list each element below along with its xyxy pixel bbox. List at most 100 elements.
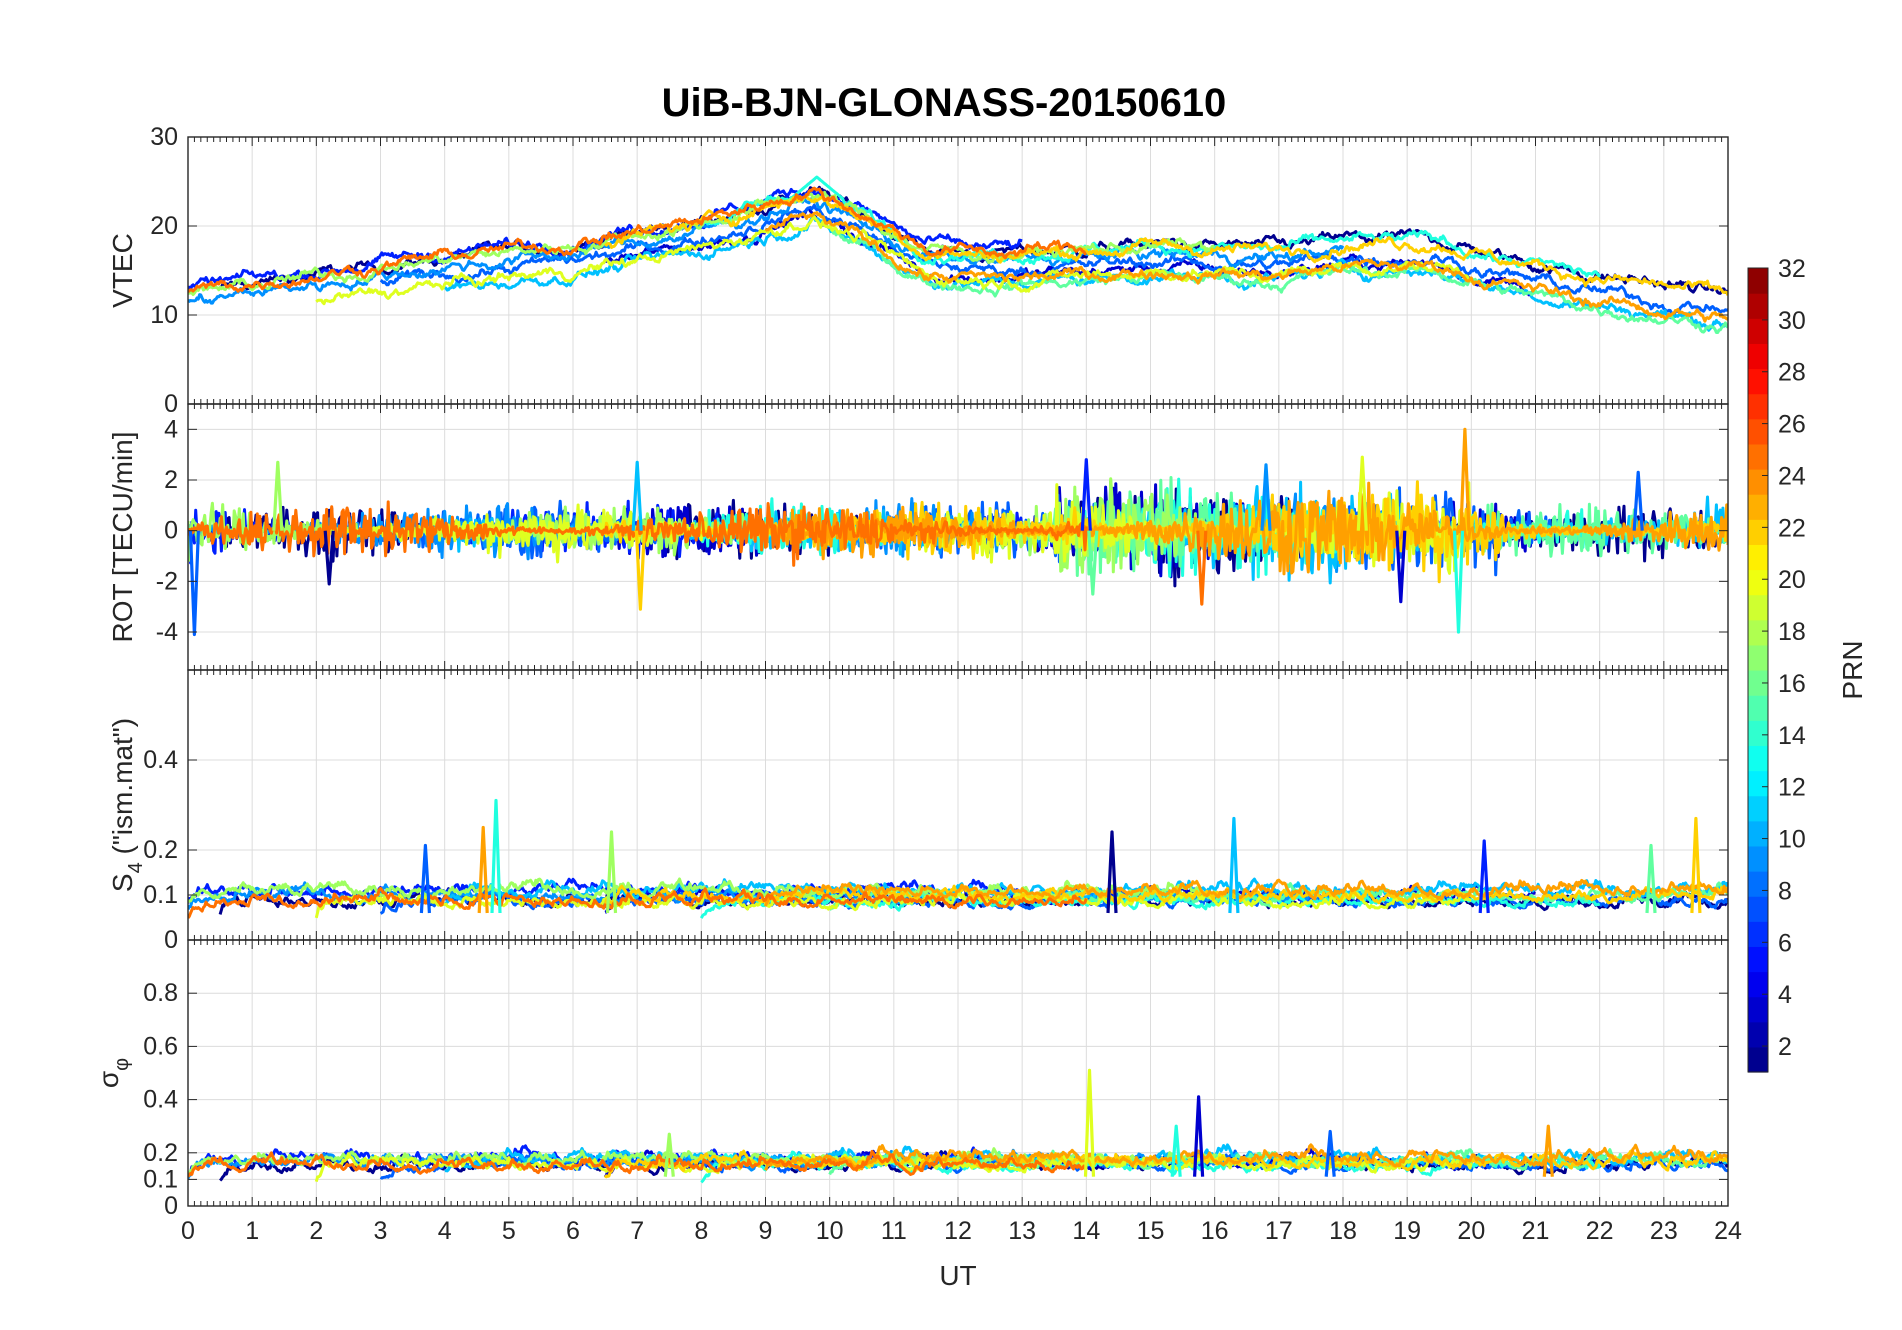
- spike-rot: [1196, 530, 1208, 606]
- x-tick-label: 24: [1714, 1217, 1742, 1245]
- series-line-vtec-prn-11: [444, 215, 1728, 332]
- spike-rot: [1260, 463, 1272, 531]
- colorbar-segment: [1748, 619, 1768, 646]
- spike-rot: [1395, 530, 1407, 604]
- x-tick-label: 22: [1586, 1217, 1614, 1245]
- y-label-main: σ: [93, 1071, 124, 1088]
- panel-sigma_phi: 00.10.2 0.4 0.6 0.8 σφ: [93, 939, 1729, 1220]
- y-label-rest: ("ism.mat"): [107, 718, 138, 862]
- colorbar-segment: [1748, 393, 1768, 420]
- x-tick-label: 13: [1008, 1217, 1036, 1245]
- x-tick-label: 14: [1072, 1217, 1100, 1245]
- series-line-rot-prn-24: [188, 500, 1088, 567]
- colorbar-segment: [1748, 594, 1768, 621]
- colorbar-tick-label: 26: [1778, 411, 1806, 439]
- colorbar-segment: [1748, 845, 1768, 872]
- y-tick-label: 20: [150, 212, 178, 240]
- spike-s4: [1228, 816, 1240, 914]
- colorbar-segment: [1748, 770, 1768, 797]
- colorbar-segment: [1748, 368, 1768, 395]
- series-line-s4-prn-24: [188, 886, 1088, 919]
- spike-rot: [1632, 470, 1644, 531]
- colorbar-tick-label: 18: [1778, 618, 1806, 646]
- series-line-vtec-prn-23: [764, 211, 1728, 323]
- y-tick-label: 2: [164, 466, 178, 494]
- colorbar-tick-label: 6: [1778, 929, 1792, 957]
- colorbar-segment: [1748, 494, 1768, 520]
- panel-data-rot: [188, 427, 1728, 637]
- panel-data-vtec: [188, 175, 1728, 334]
- colorbar-segment: [1748, 519, 1768, 545]
- y-tick-label: 0.4: [143, 746, 178, 774]
- x-tick-label: 18: [1329, 1217, 1357, 1245]
- x-tick-label: 19: [1393, 1217, 1421, 1245]
- colorbar-tick-label: 16: [1778, 670, 1806, 698]
- x-tick-label: 5: [502, 1217, 516, 1245]
- series-line-sigma_phi-prn-23: [764, 1143, 1728, 1171]
- series-line-rot-prn-23: [764, 481, 1728, 576]
- y-tick-label: 30: [150, 123, 178, 151]
- y-label-sub: 4: [125, 862, 147, 873]
- colorbar-segment: [1748, 544, 1768, 571]
- colorbar-segment: [1748, 1046, 1768, 1073]
- colorbar-segment: [1748, 644, 1768, 671]
- colorbar-segment: [1748, 569, 1768, 596]
- spike-rot: [272, 460, 284, 531]
- x-tick-label: 9: [759, 1217, 773, 1245]
- colorbar-tick-label: 22: [1778, 514, 1806, 542]
- y-tick-label: 0.4: [143, 1086, 178, 1114]
- colorbar-segment: [1748, 343, 1768, 370]
- colorbar-segment: [1748, 720, 1768, 746]
- colorbar-tick-label: 32: [1778, 255, 1806, 283]
- colorbar-segment: [1748, 871, 1768, 897]
- y-label-sub: φ: [111, 1058, 133, 1071]
- colorbar-tick-label: 10: [1778, 826, 1806, 854]
- y-tick-label: 0: [164, 1192, 178, 1220]
- spike-s4: [477, 825, 489, 914]
- x-tick-label: 15: [1137, 1217, 1165, 1245]
- y-tick-label: 0.2: [143, 1139, 178, 1167]
- x-tick-label: 7: [630, 1217, 644, 1245]
- colorbar-segment: [1748, 896, 1768, 922]
- y-tick-label: 0.8: [143, 979, 178, 1007]
- x-tick-label: 16: [1201, 1217, 1229, 1245]
- spike-rot: [323, 530, 335, 586]
- x-tick-label: 6: [566, 1217, 580, 1245]
- y-tick-label: -4: [156, 618, 178, 646]
- x-tick-label: 21: [1522, 1217, 1550, 1245]
- colorbar-tick-label: 8: [1778, 877, 1792, 905]
- y-tick-label: 0: [164, 517, 178, 545]
- panel-data-sigma_phi: [188, 1068, 1728, 1184]
- y-axis-label-vtec: VTEC: [107, 233, 138, 308]
- spike-s4: [605, 830, 618, 914]
- colorbar-segment: [1748, 268, 1768, 294]
- spike-rot: [1080, 458, 1092, 531]
- colorbar-tick-label: 2: [1778, 1033, 1792, 1061]
- y-axis-label-sigma_phi: σφ: [93, 1058, 133, 1088]
- spike-sigma_phi: [1193, 1095, 1205, 1177]
- spike-rot: [1356, 455, 1368, 531]
- x-tick-label: 23: [1650, 1217, 1678, 1245]
- colorbar-segment: [1748, 318, 1768, 344]
- spike-s4: [1106, 830, 1118, 914]
- y-tick-label: 4: [164, 415, 178, 443]
- y-label-main: S: [107, 873, 138, 892]
- colorbar-segment: [1748, 443, 1768, 470]
- spike-rot: [1452, 530, 1465, 634]
- spike-s4: [1645, 843, 1657, 914]
- spike-s4: [1478, 839, 1490, 914]
- colorbar-tick-label: 14: [1778, 722, 1806, 750]
- y-axis-label-s4: S4 ("ism.mat"): [107, 718, 147, 892]
- y-tick-label: -2: [156, 567, 178, 595]
- y-tick-label: 0.1: [143, 1165, 178, 1193]
- series-line-vtec-prn-7: [379, 203, 1728, 316]
- panel-data-s4: [188, 798, 1728, 919]
- colorbar-segment: [1748, 418, 1768, 445]
- panel-rot: -4 -2 0 2 4 ROT [TECU/min]: [107, 403, 1729, 671]
- x-tick-label: 8: [694, 1217, 708, 1245]
- colorbar-segment: [1748, 996, 1768, 1023]
- spike-s4: [419, 843, 431, 914]
- colorbar-segment: [1748, 1021, 1768, 1048]
- y-tick-label: 0.2: [143, 836, 178, 864]
- colorbar-frame: [1747, 267, 1769, 1073]
